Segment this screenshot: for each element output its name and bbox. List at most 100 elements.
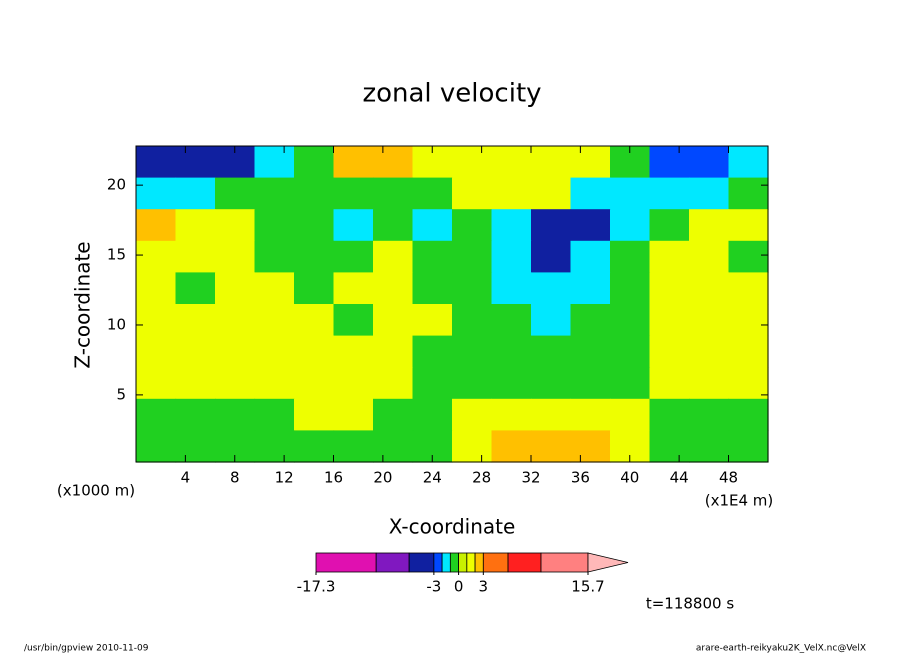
field-cell bbox=[491, 209, 532, 242]
x-tick-label: 28 bbox=[472, 469, 491, 487]
y-tick-label: 10 bbox=[107, 315, 126, 333]
field-cell bbox=[728, 430, 769, 463]
colorbar-segment bbox=[315, 552, 377, 573]
field-cell bbox=[136, 398, 177, 431]
field-cell bbox=[254, 367, 295, 400]
colorbar-segment bbox=[433, 552, 443, 573]
field-cell bbox=[570, 367, 611, 400]
colorbar-segment bbox=[482, 552, 509, 573]
field-cell bbox=[412, 398, 453, 431]
x-tick-label: 24 bbox=[423, 469, 442, 487]
field-cell bbox=[491, 272, 532, 305]
field-cell bbox=[570, 398, 611, 431]
colorbar-tick-label: 0 bbox=[454, 578, 464, 596]
field-cell bbox=[215, 209, 256, 242]
field-cell bbox=[254, 209, 295, 242]
field-cell bbox=[610, 272, 651, 305]
colorbar-tick-label: -17.3 bbox=[297, 578, 336, 596]
field-cell bbox=[254, 272, 295, 305]
field-cell bbox=[175, 146, 216, 179]
field-cell bbox=[649, 335, 690, 368]
field-cell bbox=[175, 335, 216, 368]
x-tick-label: 40 bbox=[620, 469, 639, 487]
field-cell bbox=[136, 304, 177, 337]
field-cell bbox=[294, 177, 335, 210]
x-tick-label: 44 bbox=[670, 469, 689, 487]
field-cell bbox=[689, 272, 730, 305]
field-cell bbox=[294, 367, 335, 400]
field-cell bbox=[728, 272, 769, 305]
field-cell bbox=[452, 335, 493, 368]
colorbar: -17.3 -3 0 3 15.7 bbox=[297, 552, 629, 596]
field-cell bbox=[373, 398, 414, 431]
field-cell bbox=[136, 335, 177, 368]
field-cell bbox=[373, 335, 414, 368]
field-cell bbox=[570, 335, 611, 368]
field-cell bbox=[610, 335, 651, 368]
field-cell bbox=[728, 304, 769, 337]
field-cell bbox=[689, 430, 730, 463]
footer-right: arare-earth-reikyaku2K_VelX.nc@VelX bbox=[696, 644, 866, 654]
colorbar-segment bbox=[441, 552, 451, 573]
field-cell bbox=[531, 272, 572, 305]
field-cell bbox=[215, 304, 256, 337]
field-cell bbox=[373, 209, 414, 242]
field-cell bbox=[373, 240, 414, 273]
field-cell bbox=[531, 304, 572, 337]
field-cell bbox=[491, 367, 532, 400]
field-cell bbox=[491, 177, 532, 210]
field-cell bbox=[728, 209, 769, 242]
field-cell bbox=[570, 146, 611, 179]
field-cell bbox=[373, 367, 414, 400]
field-cell bbox=[294, 272, 335, 305]
field-cell bbox=[215, 335, 256, 368]
field-cell bbox=[728, 240, 769, 273]
field-cell bbox=[294, 335, 335, 368]
field-cell bbox=[570, 209, 611, 242]
field-cell bbox=[531, 367, 572, 400]
field-cell bbox=[215, 240, 256, 273]
y-axis-label: Z-coordinate bbox=[71, 241, 95, 368]
field-cell bbox=[649, 272, 690, 305]
plot-frame bbox=[135, 145, 769, 463]
field-cell bbox=[175, 272, 216, 305]
field-cell bbox=[254, 398, 295, 431]
colorbar-segment bbox=[466, 552, 476, 573]
field-cell bbox=[452, 272, 493, 305]
y-tick-label: 20 bbox=[107, 176, 126, 194]
field-cell bbox=[412, 367, 453, 400]
colorbar-segment bbox=[458, 552, 468, 573]
x-tick-label: 20 bbox=[373, 469, 392, 487]
field-cell bbox=[570, 304, 611, 337]
field-cell bbox=[412, 304, 453, 337]
field-cell bbox=[649, 367, 690, 400]
field-cell bbox=[491, 304, 532, 337]
field-cell bbox=[610, 177, 651, 210]
field-cell bbox=[689, 209, 730, 242]
field bbox=[136, 146, 769, 463]
field-cell bbox=[610, 398, 651, 431]
field-cell bbox=[215, 177, 256, 210]
x-tick-label: 12 bbox=[275, 469, 294, 487]
x-unit-right: (x1E4 m) bbox=[705, 492, 774, 510]
field-cell bbox=[175, 240, 216, 273]
colorbar-tick-label: 3 bbox=[479, 578, 489, 596]
colorbar-segment bbox=[474, 552, 484, 573]
field-cell bbox=[728, 367, 769, 400]
field-cell bbox=[254, 177, 295, 210]
field-cell bbox=[333, 367, 374, 400]
colorbar-segment bbox=[540, 552, 589, 573]
field-cell bbox=[294, 146, 335, 179]
chart-title: zonal velocity bbox=[362, 79, 541, 109]
field-cell bbox=[531, 398, 572, 431]
x-tick-label: 36 bbox=[571, 469, 590, 487]
field-cell bbox=[689, 146, 730, 179]
field-cell bbox=[452, 367, 493, 400]
field-cell bbox=[175, 177, 216, 210]
colorbar-tick-label: -3 bbox=[426, 578, 441, 596]
field-cell bbox=[294, 209, 335, 242]
x-tick-label: 8 bbox=[230, 469, 240, 487]
field-cell bbox=[254, 430, 295, 463]
field-cell bbox=[373, 177, 414, 210]
field-cell bbox=[491, 430, 532, 463]
